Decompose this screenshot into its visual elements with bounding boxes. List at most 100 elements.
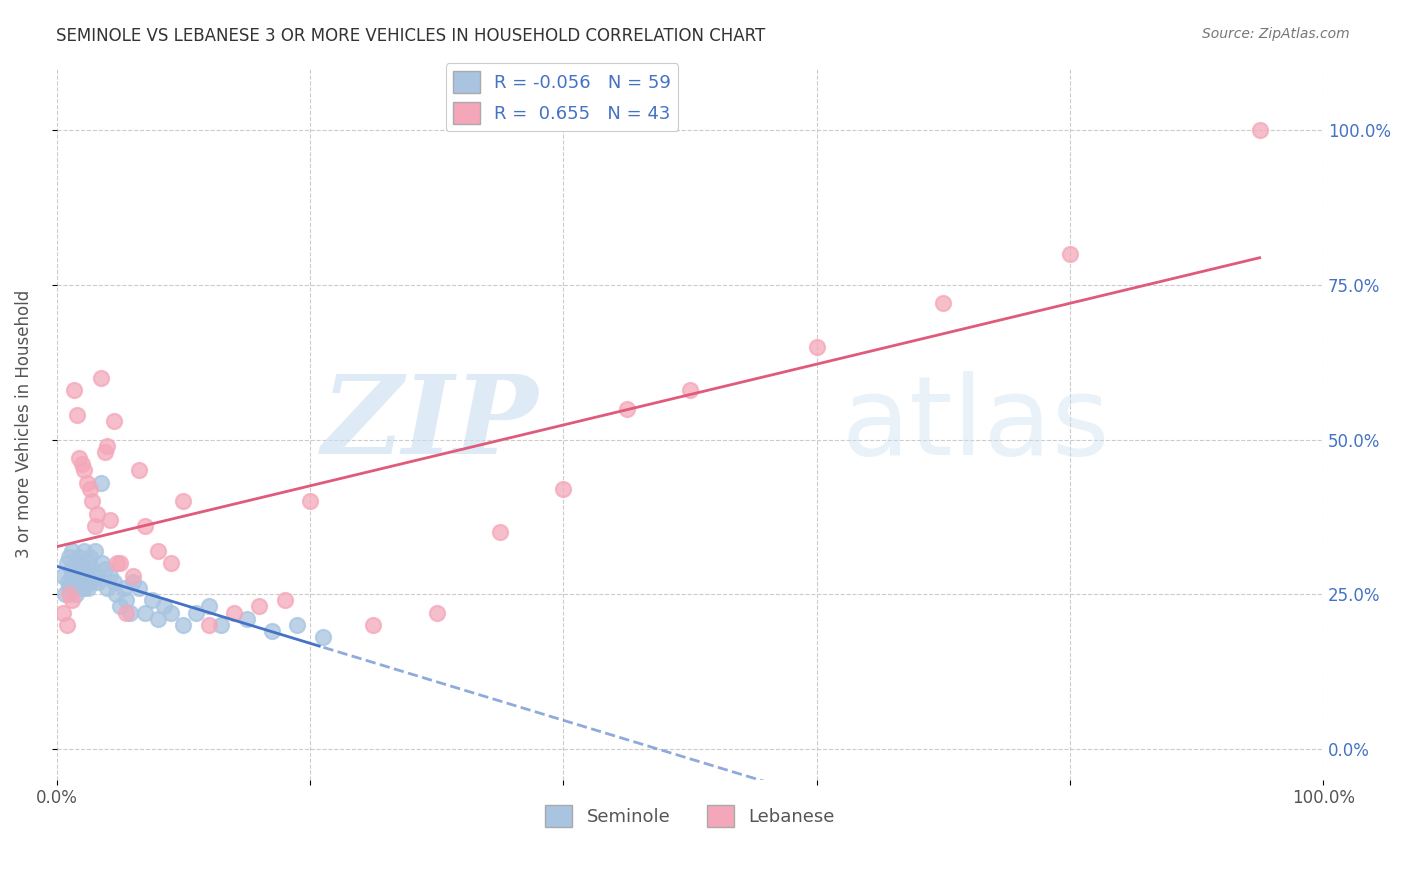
Point — [172, 618, 194, 632]
Point — [96, 581, 118, 595]
Point — [426, 606, 449, 620]
Point — [273, 593, 295, 607]
Point — [93, 562, 115, 576]
Point — [66, 408, 89, 422]
Point — [222, 606, 245, 620]
Point — [66, 562, 89, 576]
Text: atlas: atlas — [842, 370, 1111, 477]
Point — [235, 612, 257, 626]
Point — [553, 482, 575, 496]
Point — [69, 581, 91, 595]
Y-axis label: 3 or more Vehicles in Household: 3 or more Vehicles in Household — [15, 290, 32, 558]
Point — [77, 581, 100, 595]
Point — [120, 606, 142, 620]
Point — [77, 556, 100, 570]
Point — [76, 475, 98, 490]
Point — [121, 568, 143, 582]
Point — [209, 618, 232, 632]
Point — [73, 544, 96, 558]
Point — [80, 562, 103, 576]
Point — [128, 463, 150, 477]
Point — [70, 457, 93, 471]
Point — [90, 370, 112, 384]
Point — [172, 494, 194, 508]
Point — [806, 340, 828, 354]
Point — [63, 581, 86, 595]
Point — [112, 581, 135, 595]
Point — [67, 568, 90, 582]
Point — [55, 618, 77, 632]
Point — [146, 612, 169, 626]
Point — [56, 574, 79, 589]
Point — [932, 296, 955, 310]
Point — [60, 593, 83, 607]
Point — [60, 544, 83, 558]
Point — [73, 581, 96, 595]
Point — [1249, 123, 1271, 137]
Point — [62, 574, 84, 589]
Point — [679, 383, 702, 397]
Point — [298, 494, 321, 508]
Point — [107, 556, 129, 570]
Point — [60, 568, 83, 582]
Point — [80, 574, 103, 589]
Point — [153, 599, 176, 614]
Point — [73, 463, 96, 477]
Point — [98, 513, 121, 527]
Point — [134, 606, 156, 620]
Point — [1059, 247, 1081, 261]
Point — [67, 549, 90, 564]
Point — [285, 618, 308, 632]
Point — [87, 574, 110, 589]
Point — [59, 562, 82, 576]
Point — [83, 519, 105, 533]
Point — [58, 549, 80, 564]
Point — [159, 606, 181, 620]
Point — [58, 587, 80, 601]
Text: Source: ZipAtlas.com: Source: ZipAtlas.com — [1202, 27, 1350, 41]
Point — [489, 525, 512, 540]
Point — [70, 568, 93, 582]
Point — [83, 544, 105, 558]
Point — [86, 507, 108, 521]
Point — [79, 482, 101, 496]
Point — [76, 568, 98, 582]
Point — [93, 445, 115, 459]
Text: SEMINOLE VS LEBANESE 3 OR MORE VEHICLES IN HOUSEHOLD CORRELATION CHART: SEMINOLE VS LEBANESE 3 OR MORE VEHICLES … — [56, 27, 765, 45]
Point — [197, 599, 219, 614]
Point — [63, 383, 86, 397]
Point — [115, 593, 138, 607]
Point — [52, 568, 75, 582]
Point — [197, 618, 219, 632]
Point — [103, 414, 125, 428]
Point — [72, 562, 94, 576]
Point — [108, 599, 131, 614]
Point — [90, 475, 112, 490]
Point — [146, 544, 169, 558]
Point — [86, 568, 108, 582]
Text: ZIP: ZIP — [321, 370, 538, 478]
Point — [361, 618, 384, 632]
Point — [65, 587, 87, 601]
Point — [67, 574, 90, 589]
Point — [103, 574, 125, 589]
Point — [70, 556, 93, 570]
Point — [58, 581, 80, 595]
Point — [108, 556, 131, 570]
Point — [75, 574, 97, 589]
Point — [55, 556, 77, 570]
Point — [247, 599, 270, 614]
Point — [616, 401, 638, 416]
Point — [98, 568, 121, 582]
Point — [121, 574, 143, 589]
Point — [128, 581, 150, 595]
Point — [141, 593, 163, 607]
Point — [115, 606, 138, 620]
Point — [67, 451, 90, 466]
Point — [52, 606, 75, 620]
Point — [80, 494, 103, 508]
Point — [311, 631, 333, 645]
Point — [260, 624, 283, 639]
Legend: Seminole, Lebanese: Seminole, Lebanese — [538, 798, 842, 835]
Point — [134, 519, 156, 533]
